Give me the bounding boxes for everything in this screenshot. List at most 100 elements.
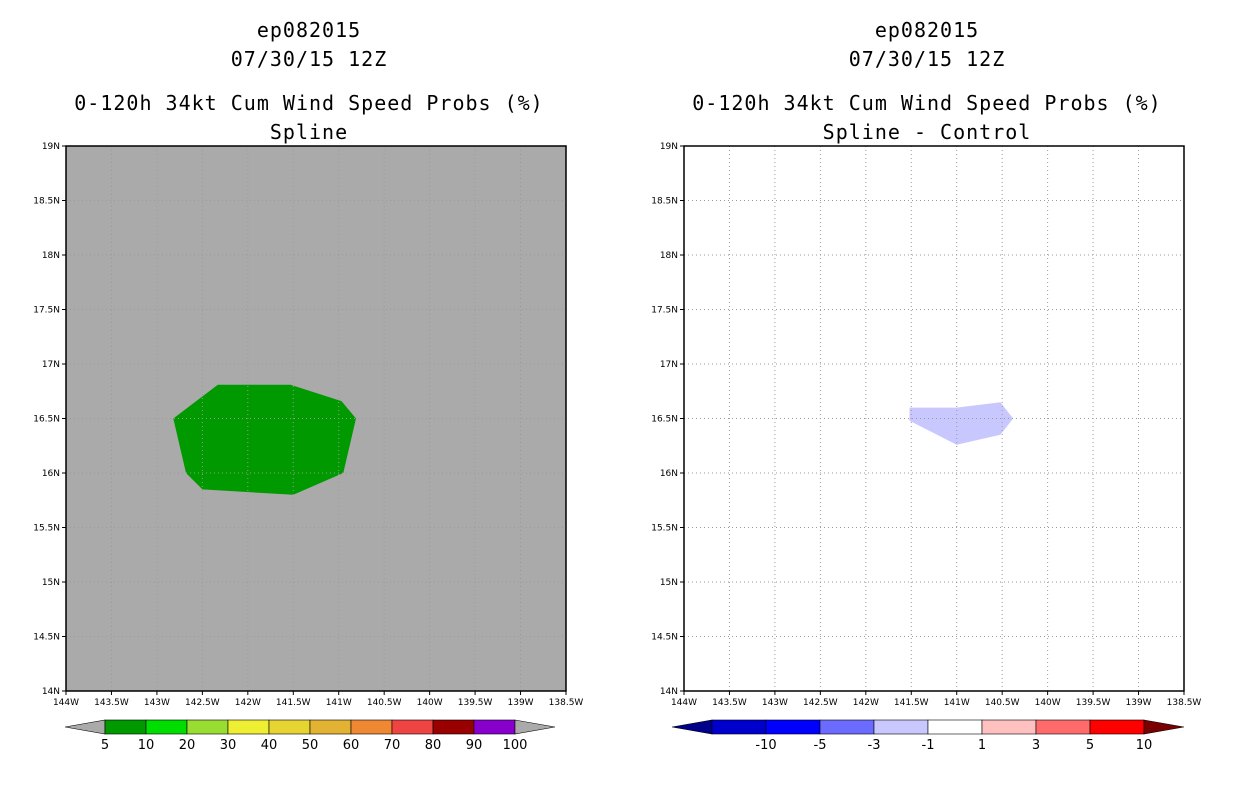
x-tick-label: 143W bbox=[144, 698, 170, 708]
colorbar-segment bbox=[432, 719, 475, 735]
y-tick-label: 17.5N bbox=[651, 306, 678, 316]
colorbar-segment bbox=[186, 719, 229, 735]
chart-svg: 144W 143.5W 143W 142.5W 142W 141.5W 141W 140.5W… bbox=[651, 142, 1202, 753]
chart-title-date: 07/30/15 12Z bbox=[848, 47, 1006, 71]
chart-title-storm-id: ep082015 bbox=[874, 18, 980, 42]
colorbar-label: 30 bbox=[220, 738, 237, 753]
x-tick-label: 142.5W bbox=[185, 698, 220, 708]
y-tick-label: 18N bbox=[660, 251, 678, 261]
x-tick-label: 138.5W bbox=[549, 698, 584, 708]
colorbar-under-arrow bbox=[64, 719, 106, 735]
x-tick-label: 141W bbox=[944, 698, 970, 708]
x-tick-label: 142W bbox=[235, 698, 261, 708]
colorbar-under-arrow bbox=[671, 719, 713, 735]
colorbar-label: 20 bbox=[179, 738, 196, 753]
colorbar-label: 50 bbox=[302, 738, 319, 753]
colorbar-segment bbox=[765, 719, 821, 735]
y-tick-label: 14.5N bbox=[651, 633, 678, 643]
y-tick-label: 18N bbox=[42, 251, 60, 261]
y-tick-label: 14N bbox=[660, 687, 678, 697]
colorbar-label: 1 bbox=[978, 738, 986, 753]
y-tick-label: 18.5N bbox=[33, 197, 60, 207]
colorbar-label: 100 bbox=[503, 738, 528, 753]
x-tick-label: 139W bbox=[1126, 698, 1152, 708]
x-tick-label: 139W bbox=[508, 698, 534, 708]
colorbar-label: 90 bbox=[466, 738, 483, 753]
x-tick-label: 140W bbox=[1035, 698, 1061, 708]
y-tick-label: 19N bbox=[42, 142, 60, 152]
chart-title-storm-id: ep082015 bbox=[256, 18, 362, 42]
colorbar-label: -3 bbox=[868, 738, 881, 753]
x-tick-label: 138.5W bbox=[1167, 698, 1202, 708]
y-tick-label: 16.5N bbox=[33, 415, 60, 425]
y-tick-label: 18.5N bbox=[651, 197, 678, 207]
colorbar-label: 10 bbox=[1136, 738, 1153, 753]
x-tick-label: 143.5W bbox=[94, 698, 129, 708]
y-tick-label: 14.5N bbox=[33, 633, 60, 643]
x-tick-label: 140.5W bbox=[367, 698, 402, 708]
colorbar-label: 5 bbox=[1086, 738, 1094, 753]
probability-region bbox=[909, 402, 1014, 445]
colorbar-segment bbox=[227, 719, 270, 735]
x-tick-label: 140.5W bbox=[985, 698, 1020, 708]
colorbar-segment bbox=[711, 719, 767, 735]
y-tick-label: 15.5N bbox=[33, 524, 60, 534]
x-tick-label: 144W bbox=[53, 698, 79, 708]
x-tick-label: 142.5W bbox=[803, 698, 838, 708]
y-tick-label: 16N bbox=[660, 469, 678, 479]
colorbar-over-arrow bbox=[514, 719, 556, 735]
chart-title-variable: 0-120h 34kt Cum Wind Speed Probs (%) bbox=[74, 91, 544, 115]
colorbar-label: -10 bbox=[755, 738, 776, 753]
chart-title-date: 07/30/15 12Z bbox=[230, 47, 388, 71]
y-tick-label: 17N bbox=[42, 360, 60, 370]
colorbar-segment bbox=[391, 719, 434, 735]
x-tick-label: 141.5W bbox=[894, 698, 929, 708]
colorbar-segment bbox=[1035, 719, 1091, 735]
colorbar-label: 60 bbox=[343, 738, 360, 753]
colorbar-label: -5 bbox=[814, 738, 827, 753]
colorbar-label: 3 bbox=[1032, 738, 1040, 753]
colorbar-segment bbox=[981, 719, 1037, 735]
y-tick-label: 17N bbox=[660, 360, 678, 370]
x-tick-label: 141W bbox=[326, 698, 352, 708]
colorbar-label: -1 bbox=[922, 738, 935, 753]
chart-title-variable: 0-120h 34kt Cum Wind Speed Probs (%) bbox=[692, 91, 1162, 115]
y-tick-label: 16N bbox=[42, 469, 60, 479]
colorbar-label: 40 bbox=[261, 738, 278, 753]
colorbar-segment bbox=[350, 719, 393, 735]
x-tick-label: 139.5W bbox=[458, 698, 493, 708]
colorbar-segment bbox=[1089, 719, 1145, 735]
y-tick-label: 17.5N bbox=[33, 306, 60, 316]
colorbar-segment bbox=[104, 719, 147, 735]
colorbar-segment bbox=[309, 719, 352, 735]
x-tick-label: 142W bbox=[853, 698, 879, 708]
x-tick-label: 144W bbox=[671, 698, 697, 708]
y-tick-label: 15N bbox=[42, 578, 60, 588]
colorbar-segment bbox=[473, 719, 516, 735]
colorbar-segment bbox=[873, 719, 929, 735]
colorbar-segment bbox=[927, 719, 983, 735]
x-tick-label: 141.5W bbox=[276, 698, 311, 708]
colorbar-label: 5 bbox=[101, 738, 109, 753]
colorbar-over-arrow bbox=[1143, 719, 1185, 735]
y-tick-label: 15.5N bbox=[651, 524, 678, 534]
colorbar-label: 70 bbox=[384, 738, 401, 753]
chart-title-method: Spline bbox=[269, 120, 349, 144]
x-tick-label: 143.5W bbox=[712, 698, 747, 708]
chart-title-method: Spline - Control bbox=[822, 120, 1032, 144]
x-tick-label: 139.5W bbox=[1076, 698, 1111, 708]
y-tick-label: 14N bbox=[42, 687, 60, 697]
x-tick-label: 140W bbox=[417, 698, 443, 708]
y-tick-label: 16.5N bbox=[651, 415, 678, 425]
y-tick-label: 19N bbox=[660, 142, 678, 152]
colorbar-label: 10 bbox=[138, 738, 155, 753]
left-chart-panel: ep082015 07/30/15 12Z 0-120h 34kt Cum Wi… bbox=[33, 18, 584, 753]
chart-svg: 144W 143.5W 143W 142.5W 142W 141.5W 141W 140.5W… bbox=[33, 142, 584, 753]
x-tick-label: 143W bbox=[762, 698, 788, 708]
y-tick-label: 15N bbox=[660, 578, 678, 588]
colorbar-label: 80 bbox=[425, 738, 442, 753]
colorbar-segment bbox=[268, 719, 311, 735]
probability-region bbox=[173, 384, 356, 495]
colorbar-segment bbox=[145, 719, 188, 735]
right-chart-panel: ep082015 07/30/15 12Z 0-120h 34kt Cum Wi… bbox=[618, 0, 1236, 800]
